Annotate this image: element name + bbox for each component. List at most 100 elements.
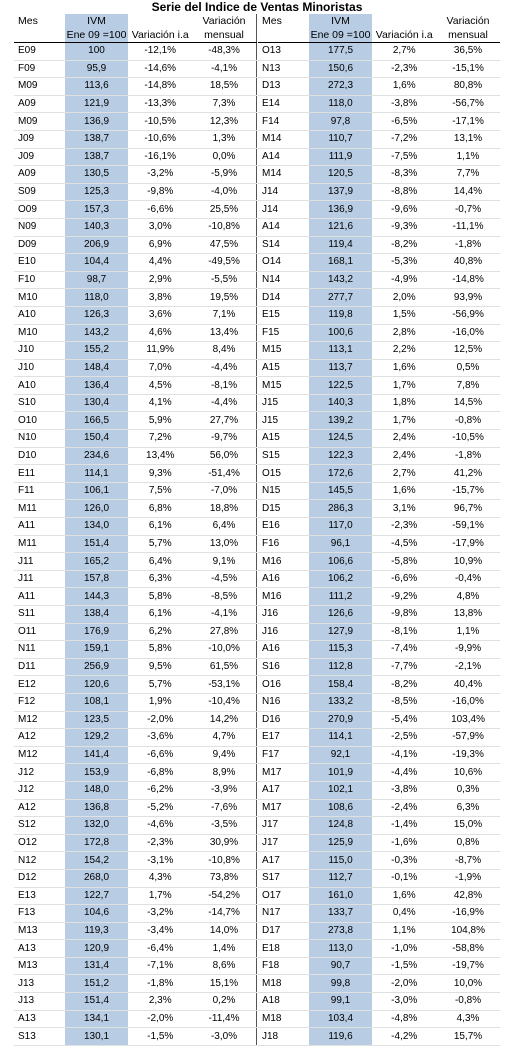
cell-ivm: 150,6 — [308, 60, 373, 79]
cell-variacion-mensual: 6,4% — [192, 517, 257, 536]
table-row: M13 119,3 -3,4% 14,0% — [14, 922, 257, 941]
cell-mes: D17 — [258, 922, 309, 941]
cell-variacion-ia: 1,5% — [372, 306, 437, 325]
cell-ivm: 130,4 — [64, 394, 129, 413]
table-row: D13 272,3 1,6% 80,8% — [258, 77, 500, 96]
cell-mes: N09 — [14, 218, 65, 237]
cell-variacion-mensual: 0,5% — [436, 359, 500, 378]
cell-variacion-mensual: 0,2% — [192, 992, 257, 1011]
cell-mes: F14 — [258, 112, 309, 131]
cell-variacion-mensual: -4,4% — [192, 359, 257, 378]
cell-ivm: 140,3 — [308, 394, 373, 413]
cell-ivm: 119,6 — [308, 1027, 373, 1046]
header-row-2: Ene 09 =100 Variación i.a mensual — [258, 28, 500, 43]
cell-ivm: 122,5 — [308, 376, 373, 395]
header-row: Mes IVM Variación — [14, 14, 257, 28]
cell-ivm: 95,9 — [64, 60, 129, 79]
cell-variacion-ia: -10,5% — [128, 112, 193, 131]
cell-ivm: 117,0 — [308, 517, 373, 536]
cell-mes: J16 — [258, 623, 309, 642]
table-row: S15 122,3 2,4% -1,8% — [258, 447, 500, 466]
table-row: O10 166,5 5,9% 27,7% — [14, 411, 257, 431]
cell-variacion-ia: 2,0% — [372, 288, 437, 307]
cell-ivm: 272,3 — [308, 77, 373, 96]
cell-variacion-ia: 1,6% — [372, 359, 437, 378]
cell-variacion-mensual: 104,8% — [436, 922, 500, 941]
table-row: D09 206,9 6,9% 47,5% — [14, 236, 257, 255]
table-row: E11 114,1 9,3% -51,4% — [14, 464, 257, 483]
header-ivm-base: Ene 09 =100 — [64, 28, 129, 43]
cell-ivm: 122,7 — [64, 887, 129, 906]
cell-ivm: 111,2 — [308, 587, 373, 606]
cell-mes: N10 — [14, 429, 65, 448]
header-ivm: IVM — [308, 14, 373, 28]
cell-variacion-mensual: 4,7% — [192, 728, 257, 747]
cell-variacion-mensual: -17,1% — [436, 112, 500, 131]
table-row: N12 154,2 -3,1% -10,8% — [14, 851, 257, 870]
cell-mes: E15 — [258, 306, 309, 325]
cell-variacion-ia: -8,1% — [372, 623, 437, 642]
cell-ivm: 119,8 — [308, 306, 373, 325]
table-row: J17 125,9 -1,6% 0,8% — [258, 834, 500, 853]
cell-variacion-mensual: -54,2% — [192, 887, 257, 906]
cell-ivm: 118,0 — [308, 95, 373, 114]
cell-variacion-ia: -6,4% — [128, 939, 193, 958]
cell-mes: E12 — [14, 675, 65, 694]
cell-variacion-mensual: 8,9% — [192, 763, 257, 782]
cell-ivm: 131,4 — [64, 957, 129, 976]
cell-mes: J15 — [258, 394, 309, 413]
cell-ivm: 138,7 — [64, 148, 129, 167]
cell-mes: S13 — [14, 1027, 65, 1046]
cell-variacion-ia: -4,5% — [372, 535, 437, 554]
table-row: M16 106,6 -5,8% 10,9% — [258, 552, 500, 571]
cell-ivm: 99,8 — [308, 974, 373, 994]
cell-variacion-ia: -2,0% — [128, 711, 193, 730]
cell-variacion-mensual: -10,8% — [192, 218, 257, 237]
cell-ivm: 166,5 — [64, 411, 129, 431]
cell-mes: M15 — [258, 341, 309, 360]
cell-variacion-ia: -16,1% — [128, 148, 193, 167]
cell-ivm: 110,7 — [308, 130, 373, 149]
cell-ivm: 102,1 — [308, 781, 373, 800]
cell-variacion-mensual: -1,8% — [436, 447, 500, 466]
cell-mes: M12 — [14, 746, 65, 765]
cell-ivm: 172,6 — [308, 464, 373, 483]
table-row: E09 100 -12,1% -48,3% — [14, 42, 257, 61]
cell-variacion-ia: 6,1% — [128, 517, 193, 536]
cell-variacion-ia: -4,9% — [372, 271, 437, 290]
cell-mes: D09 — [14, 236, 65, 255]
table-row: D17 273,8 1,1% 104,8% — [258, 922, 500, 941]
cell-ivm: 126,0 — [64, 499, 129, 519]
cell-mes: A13 — [14, 939, 65, 958]
cell-variacion-ia: 3,1% — [372, 499, 437, 519]
cell-variacion-mensual: 61,5% — [192, 658, 257, 677]
cell-variacion-mensual: 1,1% — [436, 623, 500, 642]
cell-variacion-ia: -13,3% — [128, 95, 193, 114]
cell-variacion-mensual: 0,3% — [436, 781, 500, 800]
cell-variacion-ia: 7,5% — [128, 482, 193, 501]
cell-variacion-ia: 1,8% — [372, 394, 437, 413]
cell-variacion-mensual: -57,9% — [436, 728, 500, 747]
cell-variacion-mensual: 41,2% — [436, 464, 500, 483]
cell-variacion-ia: 6,8% — [128, 499, 193, 519]
cell-mes: J13 — [14, 992, 65, 1011]
cell-variacion-mensual: -2,1% — [436, 658, 500, 677]
cell-variacion-ia: -5,4% — [372, 711, 437, 730]
cell-mes: J10 — [14, 341, 65, 360]
cell-variacion-mensual: 36,5% — [436, 42, 500, 61]
cell-variacion-mensual: -16,9% — [436, 904, 500, 923]
cell-mes: D15 — [258, 499, 309, 519]
header-variacion-blank — [128, 14, 192, 28]
cell-mes: J17 — [258, 816, 309, 835]
cell-variacion-ia: 11,9% — [128, 341, 193, 360]
cell-variacion-ia: -7,4% — [372, 640, 437, 659]
table-row: A17 102,1 -3,8% 0,3% — [258, 781, 500, 800]
cell-variacion-ia: -7,2% — [372, 130, 437, 149]
table-row: N13 150,6 -2,3% -15,1% — [258, 60, 500, 79]
cell-mes: M14 — [258, 130, 309, 149]
cell-mes: E16 — [258, 517, 309, 536]
cell-ivm: 121,6 — [308, 218, 373, 237]
cell-variacion-mensual: -8,5% — [192, 587, 257, 606]
cell-variacion-mensual: -11,4% — [192, 1010, 257, 1029]
table-row: O15 172,6 2,7% 41,2% — [258, 464, 500, 483]
